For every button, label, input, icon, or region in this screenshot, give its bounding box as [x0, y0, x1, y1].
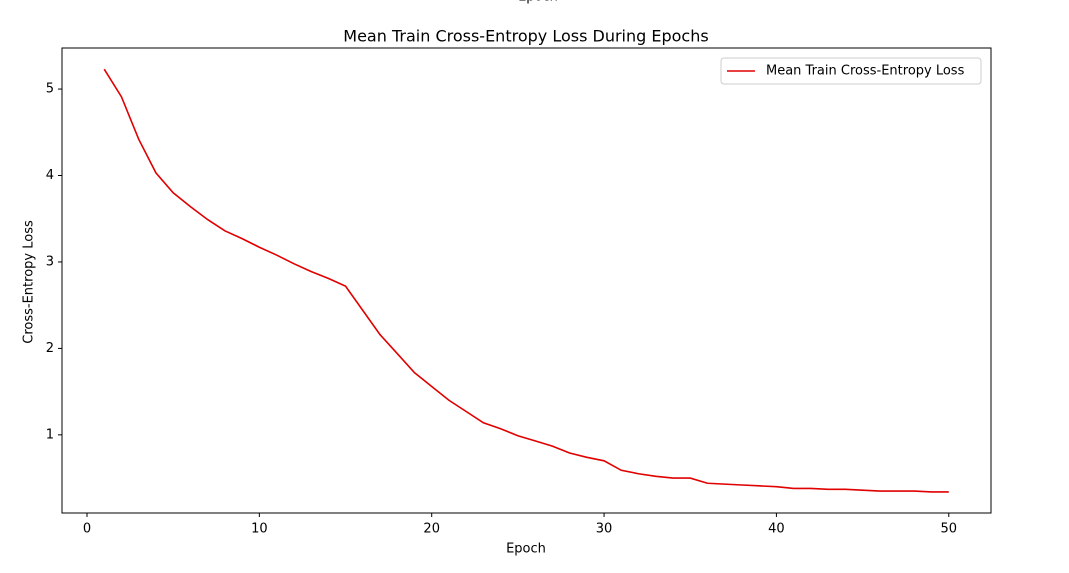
y-tick-label: 1: [46, 427, 54, 442]
x-tick-label: 50: [940, 522, 957, 537]
data-line: [103, 68, 949, 493]
x-tick-label: 30: [596, 522, 613, 537]
x-tick-label: 0: [83, 522, 91, 537]
y-axis-label: Cross-Entropy Loss: [22, 220, 37, 344]
y-tick-label: 4: [46, 168, 54, 183]
y-tick-label: 3: [46, 254, 54, 269]
legend-box: [720, 57, 982, 85]
y-tick-label: 5: [46, 82, 54, 97]
x-tick-label: 40: [768, 522, 785, 537]
x-tick-label: 10: [251, 522, 268, 537]
chart-title: Mean Train Cross-Entropy Loss During Epo…: [343, 27, 708, 46]
legend-label: Mean Train Cross-Entropy Loss: [766, 64, 965, 79]
x-tick-label: 20: [423, 522, 440, 537]
x-axis-label: Epoch: [506, 542, 546, 557]
cut-off-label: Epoch: [518, 0, 558, 5]
plot-frame: [61, 47, 992, 514]
y-tick-label: 2: [46, 341, 54, 356]
